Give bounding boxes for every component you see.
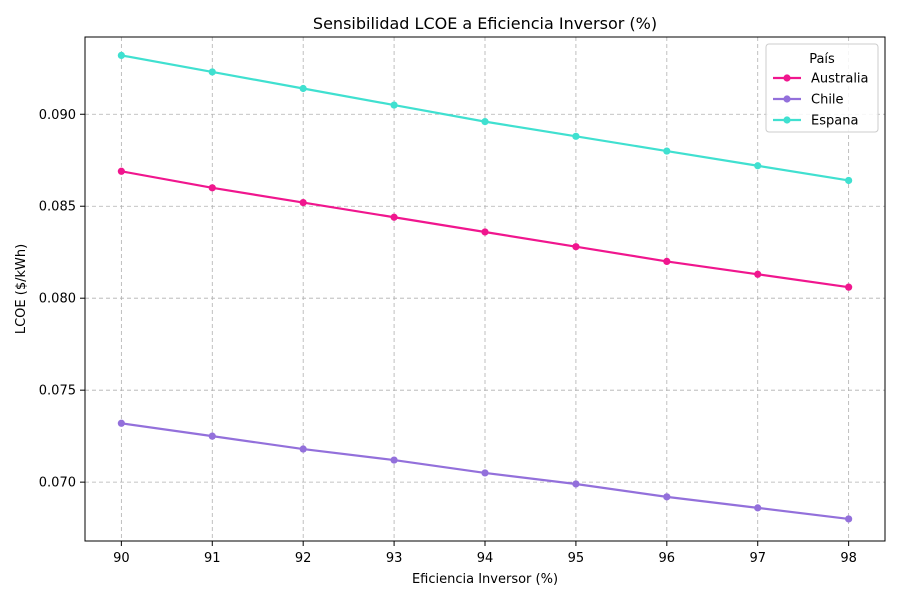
x-tick-label: 91 (204, 551, 221, 566)
data-point-chile (208, 432, 216, 440)
legend-label-australia: Australia (811, 72, 869, 87)
data-point-espana (390, 101, 398, 109)
legend-marker-chile (783, 95, 791, 103)
data-point-espana (299, 84, 307, 93)
data-point-australia (390, 213, 398, 221)
x-tick-label: 95 (568, 551, 585, 566)
data-point-australia (481, 228, 489, 236)
data-point-chile (117, 419, 125, 427)
data-point-espana (208, 68, 216, 76)
data-point-espana (754, 162, 762, 170)
y-tick-label: 0.080 (39, 292, 76, 307)
x-tick-label: 92 (295, 551, 312, 566)
data-point-chile (663, 493, 671, 501)
legend-title: País (809, 52, 835, 67)
legend-marker-australia (783, 74, 791, 82)
legend-label-chile: Chile (811, 93, 844, 108)
x-axis-label: Eficiencia Inversor (%) (412, 572, 558, 587)
data-point-espana (481, 118, 489, 126)
data-point-chile (481, 469, 489, 477)
ticks: 90 91 92 93 94 95 96 97 98 0.070 0.075 0.080 0.085 0.… (39, 108, 857, 566)
x-tick-label: 93 (386, 551, 403, 566)
data-point-australia (572, 243, 580, 251)
legend-label-espana: Espana (811, 114, 858, 129)
data-point-chile (299, 445, 307, 453)
y-tick-label: 0.075 (39, 384, 76, 399)
legend-frame (765, 43, 879, 133)
x-tick-label: 94 (477, 551, 494, 566)
data-point-chile (390, 456, 398, 464)
data-point-australia (845, 283, 853, 291)
data-point-chile (845, 515, 853, 523)
data-point-espana (663, 147, 671, 155)
data-point-australia (299, 198, 307, 207)
x-tick-label: 97 (749, 551, 766, 566)
y-tick-label: 0.070 (39, 476, 76, 491)
x-tick-label: 98 (840, 551, 857, 566)
x-tick-label: 96 (659, 551, 676, 566)
y-tick-label: 0.090 (39, 108, 76, 123)
data-point-chile (572, 480, 580, 488)
data-point-espana (117, 51, 125, 59)
data-point-espana (572, 132, 580, 140)
y-tick-label: 0.085 (39, 200, 76, 215)
series-layer (117, 51, 853, 523)
x-tick-label: 90 (113, 551, 130, 566)
data-point-espana (845, 176, 853, 185)
chart-title: Sensibilidad LCOE a Eficiencia Inversor … (313, 14, 657, 33)
data-point-chile (754, 504, 762, 512)
data-point-australia (754, 270, 762, 278)
data-point-australia (663, 257, 671, 266)
data-point-australia (208, 184, 216, 192)
data-point-australia (117, 167, 125, 175)
legend: País Australia Chile Espana (765, 43, 879, 133)
y-axis-label: LCOE ($/kWh) (14, 244, 29, 334)
grid (85, 37, 885, 541)
legend-marker-espana (783, 116, 791, 124)
